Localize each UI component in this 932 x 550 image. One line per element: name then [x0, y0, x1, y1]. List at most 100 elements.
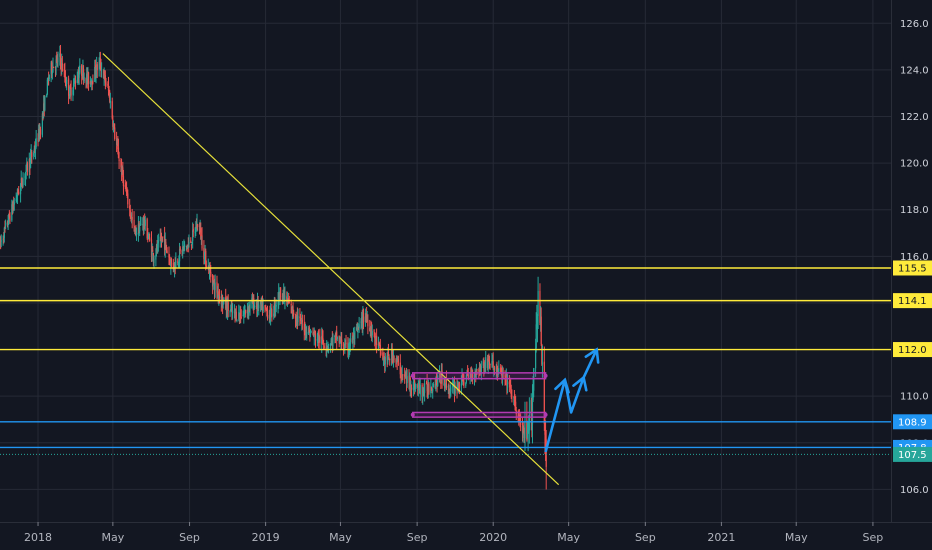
- candle-body: [518, 417, 520, 421]
- candle: [107, 76, 110, 96]
- candle: [480, 364, 482, 376]
- candle: [131, 208, 133, 229]
- candle-body: [370, 326, 372, 333]
- candle-body: [13, 202, 15, 205]
- candle-body: [260, 301, 262, 305]
- candle-body: [309, 331, 312, 335]
- candle-body: [366, 319, 368, 321]
- candle-body: [222, 301, 224, 305]
- candle: [50, 61, 52, 83]
- candle-body: [344, 343, 346, 350]
- time-axis[interactable]: 2018 May Sep 2019 May Sep 2020 May Sep 2021 May Sep: [24, 522, 883, 544]
- drawing-layer[interactable]: [0, 53, 891, 486]
- candle: [77, 66, 80, 84]
- candle-body: [348, 346, 350, 351]
- candle-body: [60, 61, 62, 69]
- candle: [391, 343, 393, 363]
- band-handle[interactable]: [543, 412, 548, 417]
- candle-body: [482, 361, 484, 366]
- candlestick-series[interactable]: [0, 44, 547, 490]
- candle-body: [117, 144, 119, 150]
- candle-body: [534, 349, 537, 369]
- candle-body: [310, 331, 312, 333]
- band-handle[interactable]: [410, 373, 415, 378]
- candle-body: [209, 269, 211, 272]
- x-tick-label: Sep: [407, 531, 428, 544]
- candle-body: [182, 247, 184, 252]
- candle-body: [518, 417, 520, 420]
- support-band[interactable]: [412, 411, 547, 418]
- band-handle[interactable]: [410, 412, 415, 417]
- candle: [147, 228, 149, 243]
- candle-body: [173, 262, 176, 269]
- candle: [225, 288, 227, 311]
- candle-body: [156, 245, 158, 251]
- candle: [3, 231, 5, 244]
- candle-body: [341, 339, 343, 347]
- candle-body: [107, 85, 110, 91]
- candle: [47, 77, 49, 85]
- candle-body: [30, 153, 32, 156]
- candle-body: [491, 360, 493, 366]
- candle-body: [297, 315, 299, 323]
- candle: [367, 314, 369, 335]
- candle: [217, 285, 219, 299]
- candle: [129, 198, 131, 217]
- support-band[interactable]: [412, 372, 547, 380]
- candle: [392, 349, 395, 368]
- candle: [203, 251, 206, 265]
- candle: [491, 354, 494, 368]
- candle: [196, 213, 198, 232]
- band-handle[interactable]: [543, 373, 548, 378]
- candle-body: [139, 227, 141, 232]
- candle-body: [431, 388, 433, 391]
- candle: [82, 59, 84, 79]
- candle-body: [448, 387, 450, 391]
- candle-body: [24, 171, 27, 178]
- candle: [21, 180, 24, 189]
- candle-body: [409, 378, 411, 389]
- candle-body: [465, 382, 467, 386]
- candle: [231, 300, 233, 321]
- candle: [177, 261, 179, 268]
- candle-body: [483, 361, 485, 369]
- candle-body: [38, 128, 40, 141]
- candle-body: [150, 239, 153, 256]
- candle-body: [288, 300, 290, 304]
- candle: [330, 338, 332, 345]
- candle-body: [509, 382, 511, 384]
- candle: [225, 298, 227, 319]
- candle: [356, 323, 358, 331]
- candle: [511, 389, 513, 403]
- candle-body: [266, 308, 268, 312]
- candle-body: [523, 428, 525, 438]
- candle: [103, 67, 105, 86]
- candle-body: [523, 428, 525, 431]
- candle: [402, 374, 404, 381]
- candle-body: [214, 282, 216, 291]
- candle-body: [164, 235, 166, 250]
- candle: [79, 58, 81, 75]
- candle: [537, 276, 539, 330]
- candle-body: [130, 215, 132, 219]
- candle-body: [199, 227, 201, 229]
- forecast-arrow-path[interactable]: [544, 349, 598, 453]
- candle-body: [81, 65, 83, 76]
- candle: [203, 240, 205, 265]
- candle-body: [12, 205, 14, 212]
- candle-body: [450, 387, 452, 392]
- candle-body: [399, 362, 401, 375]
- candle-body: [129, 205, 131, 209]
- candle-body: [334, 334, 337, 336]
- candle: [21, 177, 23, 187]
- candle-body: [539, 291, 541, 323]
- candle: [229, 310, 231, 317]
- candle: [152, 252, 154, 267]
- candle: [107, 81, 109, 88]
- candle: [192, 223, 194, 238]
- candle: [11, 201, 14, 215]
- candle: [491, 353, 493, 368]
- candle-body: [66, 79, 68, 85]
- candle-body: [374, 332, 376, 339]
